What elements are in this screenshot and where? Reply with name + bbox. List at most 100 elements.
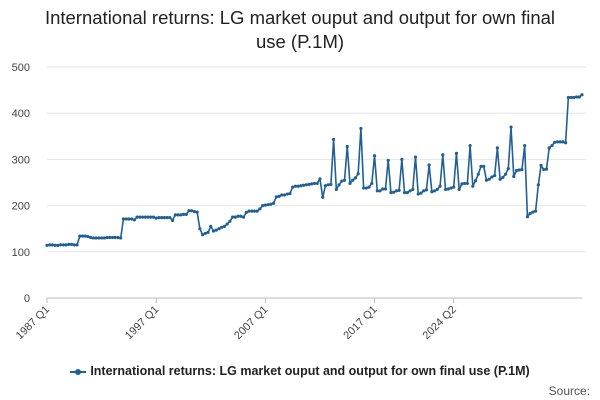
data-point[interactable] <box>318 177 322 181</box>
data-point[interactable] <box>165 216 169 220</box>
data-point[interactable] <box>449 186 453 190</box>
data-point[interactable] <box>250 209 254 213</box>
data-point[interactable] <box>48 243 52 247</box>
data-point[interactable] <box>179 213 183 217</box>
data-point[interactable] <box>433 189 437 193</box>
data-point[interactable] <box>531 210 535 214</box>
data-point[interactable] <box>83 234 87 238</box>
data-point[interactable] <box>211 229 216 233</box>
data-point[interactable] <box>490 175 494 179</box>
data-point[interactable] <box>468 143 472 148</box>
data-point[interactable] <box>45 243 49 247</box>
data-point[interactable] <box>321 195 325 199</box>
data-point[interactable] <box>351 178 355 182</box>
data-point[interactable] <box>132 218 136 222</box>
data-point[interactable] <box>495 146 499 150</box>
data-point[interactable] <box>397 188 401 192</box>
data-point[interactable] <box>566 95 570 100</box>
data-point[interactable] <box>506 167 510 171</box>
data-point[interactable] <box>520 167 524 172</box>
data-point[interactable] <box>168 216 172 220</box>
data-point[interactable] <box>370 181 374 186</box>
data-point[interactable] <box>553 140 557 144</box>
data-point[interactable] <box>517 168 521 172</box>
data-point[interactable] <box>413 155 418 159</box>
data-point[interactable] <box>80 234 85 238</box>
data-point[interactable] <box>315 181 319 186</box>
data-point[interactable] <box>64 243 68 247</box>
data-point[interactable] <box>119 236 123 240</box>
data-point[interactable] <box>274 195 278 199</box>
data-point[interactable] <box>160 216 164 220</box>
data-point[interactable] <box>271 201 276 205</box>
data-point[interactable] <box>102 236 106 240</box>
data-point[interactable] <box>362 186 366 190</box>
data-point[interactable] <box>190 209 194 213</box>
data-point[interactable] <box>247 209 251 213</box>
data-point[interactable] <box>50 243 55 247</box>
data-point[interactable] <box>53 243 57 247</box>
data-point[interactable] <box>233 215 237 219</box>
data-point[interactable] <box>78 234 82 238</box>
data-point[interactable] <box>261 204 265 208</box>
data-point[interactable] <box>359 126 363 131</box>
data-point[interactable] <box>138 215 142 219</box>
data-point[interactable] <box>228 219 232 223</box>
data-point[interactable] <box>151 215 156 219</box>
data-point[interactable] <box>405 191 409 195</box>
data-point[interactable] <box>381 187 385 191</box>
data-point[interactable] <box>386 158 390 162</box>
data-point[interactable] <box>140 215 145 219</box>
data-point[interactable] <box>452 185 456 189</box>
data-point[interactable] <box>454 151 459 155</box>
data-point[interactable] <box>534 209 538 213</box>
data-point[interactable] <box>176 213 180 217</box>
data-point[interactable] <box>509 125 513 129</box>
data-point[interactable] <box>170 218 175 222</box>
data-point[interactable] <box>337 183 341 187</box>
data-point[interactable] <box>86 234 90 239</box>
data-point[interactable] <box>225 222 229 226</box>
data-point[interactable] <box>577 95 581 99</box>
data-point[interactable] <box>430 190 434 194</box>
data-point[interactable] <box>348 181 352 186</box>
data-point[interactable] <box>220 225 224 229</box>
data-point[interactable] <box>569 95 573 100</box>
data-point[interactable] <box>110 235 115 240</box>
data-point[interactable] <box>542 167 546 172</box>
data-point[interactable] <box>332 137 336 142</box>
data-point[interactable] <box>329 182 333 186</box>
data-point[interactable] <box>280 193 284 197</box>
data-point[interactable] <box>523 143 527 148</box>
data-point[interactable] <box>277 194 281 198</box>
data-point[interactable] <box>326 183 330 187</box>
data-point[interactable] <box>580 93 584 97</box>
data-point[interactable] <box>408 189 412 193</box>
data-point[interactable] <box>108 235 112 240</box>
data-point[interactable] <box>460 182 464 186</box>
data-point[interactable] <box>56 243 60 247</box>
data-point[interactable] <box>72 243 76 247</box>
data-point[interactable] <box>471 184 475 188</box>
data-point[interactable] <box>512 174 516 179</box>
data-point[interactable] <box>282 193 287 197</box>
data-point[interactable] <box>312 181 317 186</box>
data-point[interactable] <box>291 185 295 189</box>
data-point[interactable] <box>422 189 426 193</box>
data-point[interactable] <box>149 215 153 219</box>
data-point[interactable] <box>503 172 508 176</box>
data-point[interactable] <box>493 173 497 178</box>
data-point[interactable] <box>544 167 549 171</box>
data-point[interactable] <box>198 227 202 231</box>
data-point[interactable] <box>487 177 491 181</box>
data-point[interactable] <box>514 168 519 173</box>
data-point[interactable] <box>307 182 311 186</box>
data-point[interactable] <box>105 235 109 240</box>
data-point[interactable] <box>91 236 95 240</box>
data-point[interactable] <box>394 189 398 193</box>
data-point[interactable] <box>97 236 101 240</box>
data-point[interactable] <box>288 191 292 196</box>
data-point[interactable] <box>367 185 371 189</box>
data-point[interactable] <box>67 242 71 247</box>
data-point[interactable] <box>244 210 248 215</box>
